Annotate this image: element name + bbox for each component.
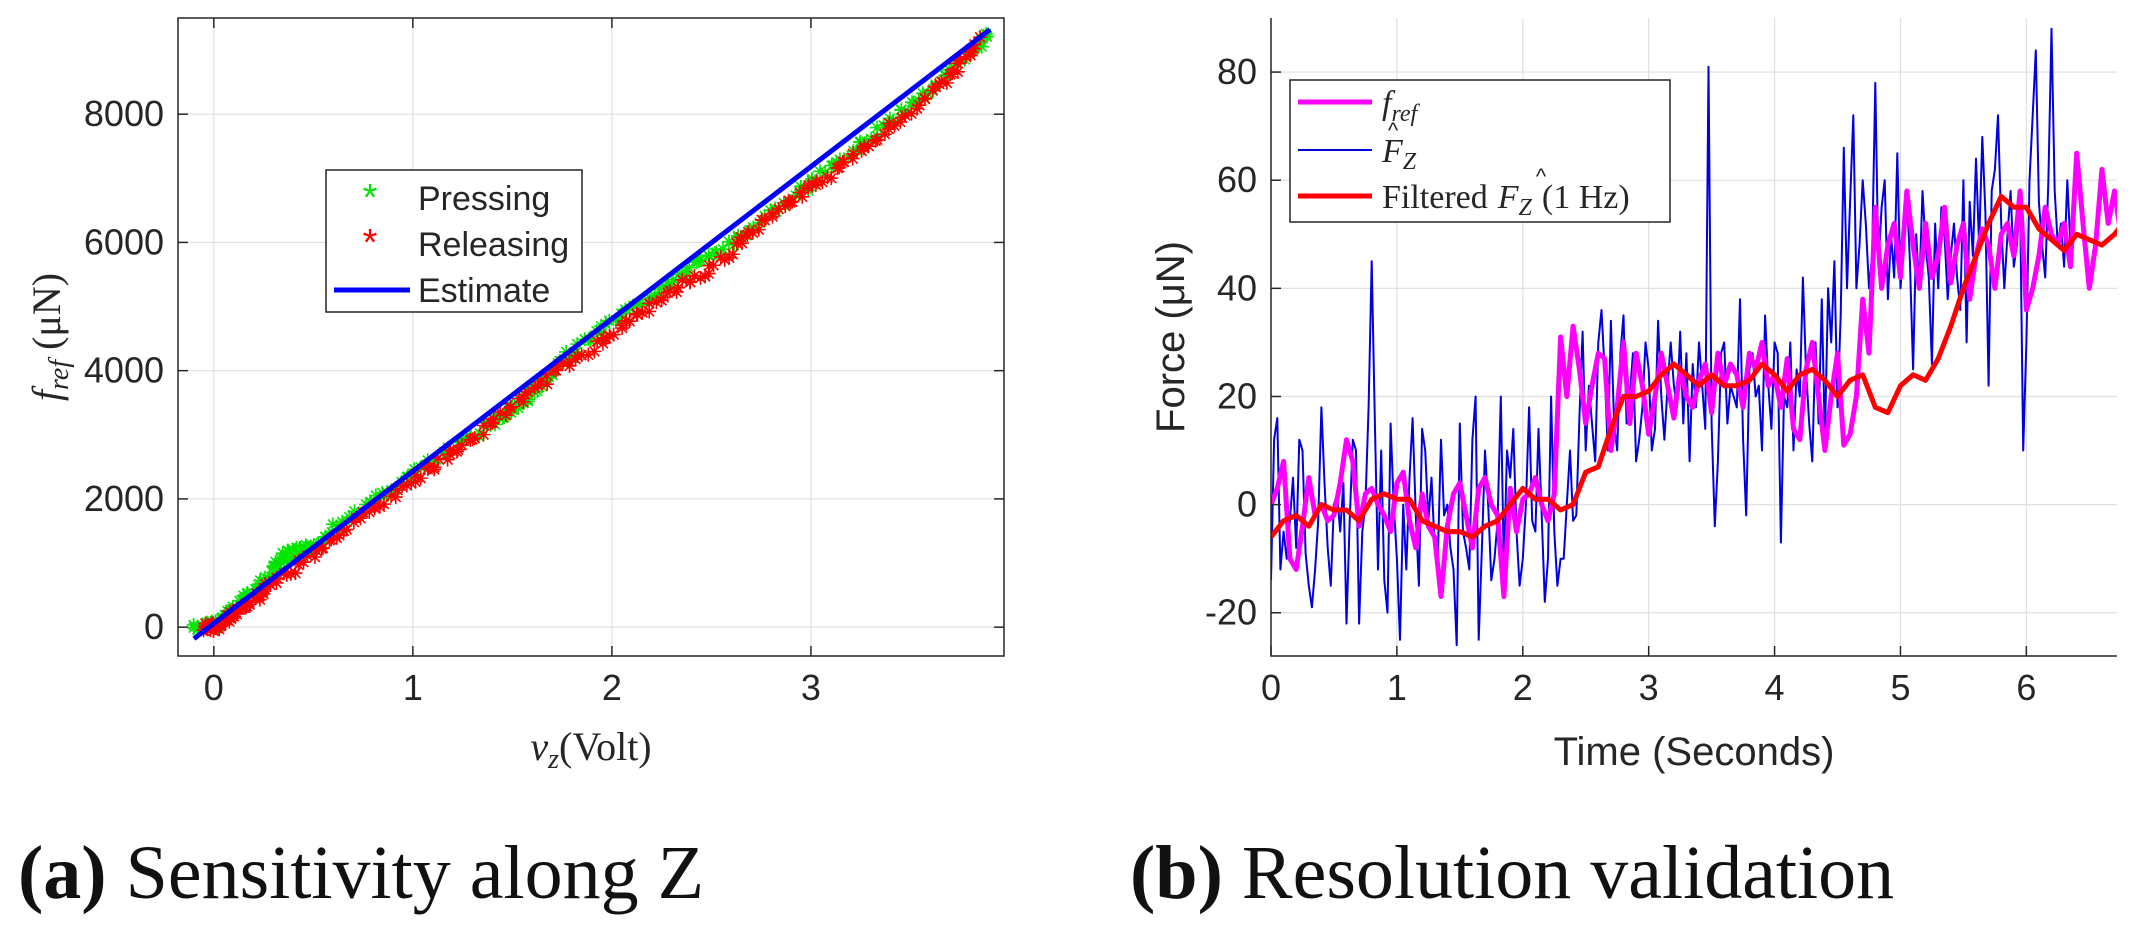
chart-a-ytick-label: 4000 bbox=[84, 350, 164, 391]
chart-a-xtick-label: 2 bbox=[602, 667, 622, 708]
legend-pressing-label: Pressing bbox=[418, 180, 550, 218]
caption-a: (a) Sensitivity along Z bbox=[18, 831, 704, 915]
legend-filtered-label: Filtered FZ (1 Hz) bbox=[1382, 179, 1630, 221]
chart-a-xtick-label: 3 bbox=[801, 667, 821, 708]
chart-a-xlabel: vz(Volt) bbox=[530, 724, 651, 775]
chart-b-xtick-label: 4 bbox=[1765, 667, 1785, 708]
chart-b-ytick-label: 60 bbox=[1217, 159, 1257, 200]
chart-b-xtick-label: 1 bbox=[1387, 667, 1407, 708]
chart-b-xlabel: Time (Seconds) bbox=[1554, 730, 1835, 774]
chart-a-legend: * Pressing * Releasing Estimate bbox=[326, 170, 582, 312]
chart-a-ytick-label: 2000 bbox=[84, 478, 164, 519]
chart-a-ytick-label: 6000 bbox=[84, 221, 164, 262]
chart-b-ytick-label: -20 bbox=[1205, 592, 1257, 633]
releasing-point bbox=[824, 171, 838, 185]
chart-b-xtick-label: 0 bbox=[1261, 667, 1281, 708]
chart-b-xtick-label: 2 bbox=[1513, 667, 1533, 708]
legend-releasing-marker: * bbox=[363, 222, 378, 264]
chart-b-xtick-label: 5 bbox=[1890, 667, 1910, 708]
chart-b-ytick-label: 20 bbox=[1217, 375, 1257, 416]
chart-b-ytick-label: 80 bbox=[1217, 51, 1257, 92]
releasing-point bbox=[795, 190, 809, 204]
caption-b: (b) Resolution validation bbox=[1130, 831, 1894, 915]
legend-pressing-marker: * bbox=[363, 177, 378, 219]
chart-b-ylabel: Force (μN) bbox=[1149, 241, 1193, 433]
chart-a-ytick-label: 0 bbox=[144, 606, 164, 647]
chart-b: 0 1 2 3 4 5 6-20020406080 fref ^ FZ ^ Filtered… bbox=[1130, 18, 2136, 915]
chart-a-ytick-label: 8000 bbox=[84, 93, 164, 134]
legend-estimate-label: Estimate bbox=[418, 272, 550, 310]
releasing-point bbox=[414, 471, 428, 485]
chart-b-ytick-label: 0 bbox=[1237, 484, 1257, 525]
legend-releasing-label: Releasing bbox=[418, 226, 569, 264]
chart-a: 0 1 2 3 0 2000 4000 6000 8000 * Pressing * Relea… bbox=[18, 18, 1004, 915]
chart-a-xtick-label: 0 bbox=[204, 667, 224, 708]
chart-b-xtick-label: 3 bbox=[1639, 667, 1659, 708]
chart-b-xtick-label: 6 bbox=[2016, 667, 2036, 708]
chart-a-ylabel: fref(μN) bbox=[24, 273, 75, 401]
chart-b-legend: fref ^ FZ ^ Filtered FZ (1 Hz) bbox=[1290, 80, 1670, 222]
chart-a-xtick-label: 1 bbox=[403, 667, 423, 708]
chart-b-ytick-label: 40 bbox=[1217, 267, 1257, 308]
figure: 0 1 2 302000400060008000 * Pressing * Relea… bbox=[0, 0, 2136, 932]
